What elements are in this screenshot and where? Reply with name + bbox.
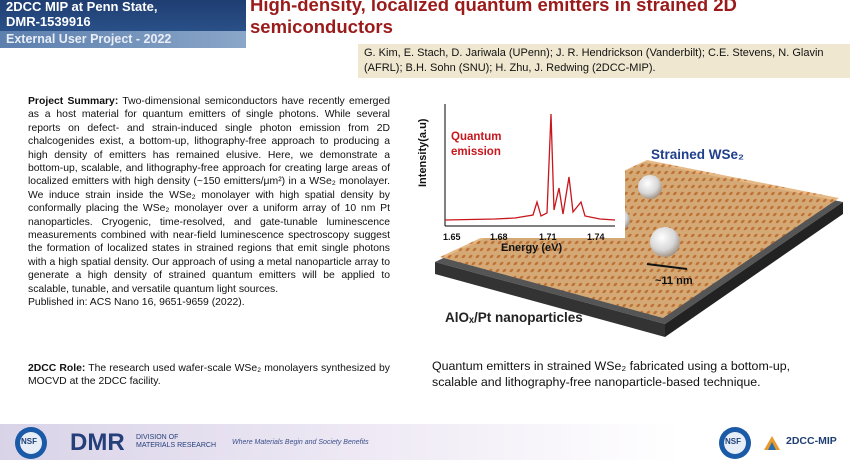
material-label: Strained WSe₂: [651, 147, 745, 162]
project: External User Project - 2022: [0, 31, 246, 48]
substrate-edge: [435, 262, 665, 337]
figure: Intensity(a.u) Quantum emission 1.65 1.6…: [415, 92, 845, 342]
inset-bg: [425, 100, 625, 238]
nsf-logo-right: [719, 427, 751, 459]
division: DIVISION OF MATERIALS RESEARCH: [136, 434, 216, 449]
inset-x-tick: 1.65: [443, 232, 461, 242]
brand-icon: [764, 436, 780, 450]
role-text: The research used wafer-scale WSe₂ monol…: [28, 363, 390, 388]
award: DMR-1539916: [6, 14, 91, 29]
role: 2DCC Role: The research used wafer-scale…: [28, 362, 390, 389]
program: 2DCC MIP at Penn State,: [6, 0, 158, 14]
summary: Project Summary: Two-dimensional semicon…: [28, 95, 390, 310]
substrate-side: [665, 202, 843, 337]
inset-x-tick: 1.68: [490, 232, 508, 242]
footer: NSF DMR DIVISION OF MATERIALS RESEARCH W…: [0, 424, 850, 460]
scale-arrow: [646, 263, 688, 270]
published: Published in: ACS Nano 16, 9651-9659 (20…: [28, 297, 245, 309]
summary-label: Project Summary:: [28, 96, 119, 107]
figure-art: [425, 100, 843, 337]
caption: Quantum emitters in strained WSe₂ fabric…: [432, 359, 791, 389]
summary-text: Two-dimensional semiconductors have rece…: [28, 96, 390, 295]
spectrum: [444, 113, 616, 221]
title: High-density, localized quantum emitters…: [250, 0, 737, 37]
dmr: DMR: [70, 429, 125, 456]
inset-annotation: Quantum emission: [451, 131, 502, 158]
tagline: Where Materials Begin and Society Benefi…: [232, 439, 369, 446]
nsf-logo: [15, 427, 47, 459]
nanoparticle: [650, 227, 680, 257]
nsf: NSF: [21, 437, 37, 446]
scale-label: ~11 nm: [655, 275, 693, 287]
lattice: [440, 160, 839, 318]
role-label: 2DCC Role:: [28, 363, 86, 374]
nsf-right: NSF: [725, 437, 741, 446]
substrate-label: AlOₓ/Pt nanoparticles: [445, 310, 583, 325]
authors: G. Kim, E. Stach, D. Jariwala (UPenn); J…: [358, 44, 850, 78]
inset-y-label: Intensity(a.u): [417, 118, 429, 187]
brand: 2DCC-MIP: [786, 435, 837, 447]
inset-x-tick: 1.71: [539, 232, 557, 242]
inset-x-label: Energy (eV): [501, 242, 563, 254]
nanoparticle: [638, 175, 662, 199]
inset-x-tick: 1.74: [587, 232, 605, 242]
